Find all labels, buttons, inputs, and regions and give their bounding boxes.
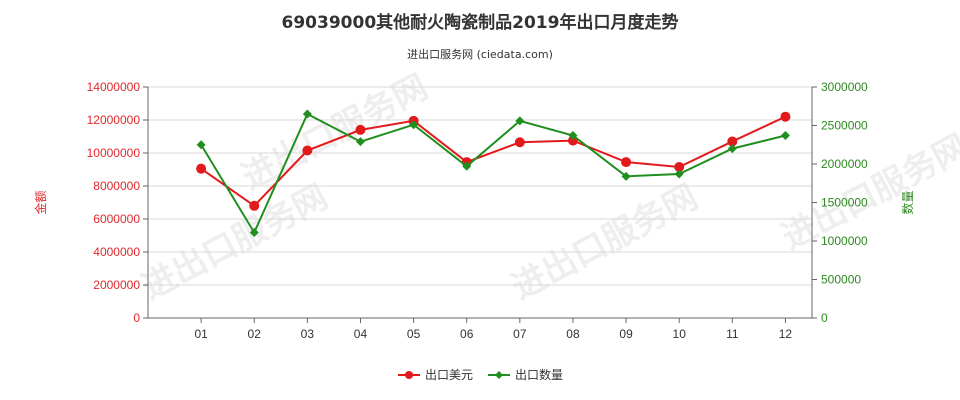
data-point[interactable] (409, 120, 419, 130)
right-tick-label: 3000000 (821, 80, 868, 94)
legend-label: 出口美元 (425, 368, 473, 382)
data-point[interactable] (780, 111, 791, 122)
left-tick-label: 4000000 (93, 245, 140, 259)
x-tick-label: 12 (779, 327, 793, 341)
right-tick-label: 1000000 (821, 234, 868, 248)
legend-marker (495, 371, 503, 379)
left-tick-label: 0 (133, 311, 140, 325)
data-point[interactable] (514, 137, 525, 148)
right-tick-label: 1500000 (821, 196, 868, 210)
left-tick-label: 6000000 (93, 212, 140, 226)
left-axis-ticks: 0 2000000 4000000 6000000 8000000 10000000 120… (87, 80, 148, 325)
data-point[interactable] (355, 124, 366, 135)
right-tick-label: 0 (821, 311, 828, 325)
x-tick-label: 02 (248, 327, 262, 341)
watermark-text: 进出口服务网 (135, 177, 334, 308)
data-point[interactable] (462, 161, 472, 171)
data-point[interactable] (355, 137, 365, 147)
data-point[interactable] (568, 131, 578, 141)
data-point[interactable] (249, 200, 260, 211)
x-tick-label: 05 (407, 327, 421, 341)
right-tick-label: 500000 (821, 273, 861, 287)
x-tick-label: 06 (460, 327, 474, 341)
left-tick-label: 10000000 (87, 146, 141, 160)
right-axis-ticks: 0 500000 1000000 1500000 2000000 2500000 30000… (812, 80, 868, 325)
series-export-amount (196, 111, 791, 211)
right-tick-label: 2000000 (821, 157, 868, 171)
left-tick-label: 14000000 (87, 80, 141, 94)
x-tick-label: 10 (673, 327, 687, 341)
series-export-quantity (196, 109, 790, 238)
x-axis-ticks: 01 02 03 04 05 06 07 08 09 10 11 12 (194, 318, 792, 341)
watermark-text: 进出口服务网 (505, 177, 704, 308)
data-point[interactable] (302, 109, 312, 119)
data-point[interactable] (196, 140, 206, 150)
legend-marker (405, 371, 413, 379)
data-point[interactable] (621, 171, 631, 181)
legend-item-export-quantity[interactable]: 出口数量 (488, 367, 563, 382)
x-tick-label: 07 (513, 327, 527, 341)
x-tick-label: 01 (194, 327, 208, 341)
watermark-text: 进出口服务网 (775, 127, 960, 258)
data-point[interactable] (621, 157, 632, 168)
legend-item-export-amount[interactable]: 出口美元 (398, 368, 473, 382)
right-axis-label: 数量 (900, 190, 915, 214)
left-tick-label: 12000000 (87, 113, 141, 127)
x-tick-label: 11 (726, 327, 739, 341)
x-tick-label: 09 (619, 327, 633, 341)
series-line (200, 112, 786, 235)
x-tick-label: 03 (301, 327, 315, 341)
data-point[interactable] (674, 162, 685, 173)
data-point[interactable] (196, 163, 207, 174)
left-tick-label: 2000000 (93, 278, 140, 292)
data-point[interactable] (515, 116, 525, 126)
data-point[interactable] (780, 131, 790, 141)
series-layer (196, 109, 791, 238)
series-line (200, 115, 786, 208)
x-tick-label: 04 (354, 327, 368, 341)
legend-label: 出口数量 (515, 367, 563, 382)
chart-subtitle: 进出口服务网 (ciedata.com) (407, 47, 553, 61)
grid-lines (148, 86, 812, 286)
data-point[interactable] (674, 169, 684, 179)
x-tick-label: 08 (566, 327, 580, 341)
data-point[interactable] (302, 145, 313, 156)
right-tick-label: 2500000 (821, 119, 868, 133)
left-tick-label: 8000000 (93, 179, 140, 193)
data-point[interactable] (727, 136, 738, 147)
axes (147, 87, 813, 319)
chart-title: 69039000其他耐火陶瓷制品2019年出口月度走势 (282, 12, 679, 33)
legend[interactable]: 出口美元 出口数量 (398, 367, 563, 382)
left-axis-label: 金额 (33, 190, 48, 214)
data-point[interactable] (727, 144, 737, 154)
data-point[interactable] (249, 228, 259, 238)
